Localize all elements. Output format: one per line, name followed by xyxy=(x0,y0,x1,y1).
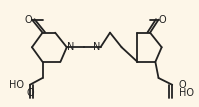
Text: HO: HO xyxy=(9,80,23,90)
Text: N: N xyxy=(67,42,74,52)
Text: HO: HO xyxy=(179,88,194,98)
Text: O: O xyxy=(179,80,186,90)
Text: O: O xyxy=(24,15,32,25)
Text: O: O xyxy=(26,88,34,98)
Text: O: O xyxy=(159,15,166,25)
Text: N: N xyxy=(93,42,100,52)
